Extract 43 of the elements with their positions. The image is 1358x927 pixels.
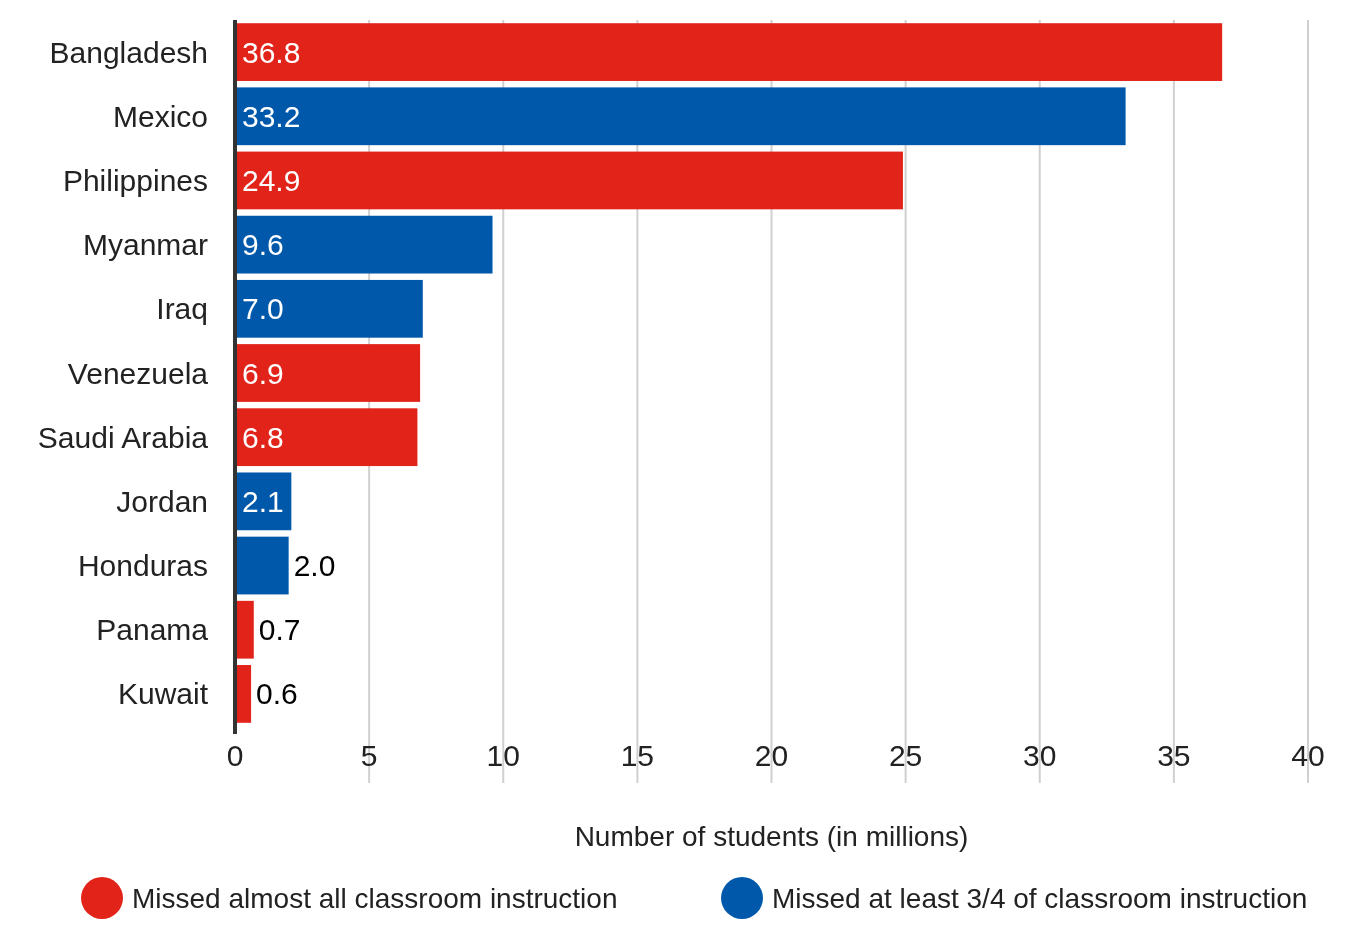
data-label: 9.6 — [242, 228, 284, 262]
data-label: 7.0 — [242, 292, 284, 326]
y-tick-label: Panama — [96, 613, 209, 647]
legend-label: Missed at least 3/4 of classroom instruction — [772, 882, 1308, 914]
x-tick-label: 5 — [360, 739, 378, 772]
y-tick-label: Bangladesh — [49, 35, 208, 69]
x-tick-label: 20 — [754, 739, 789, 772]
data-label: 6.8 — [242, 420, 284, 454]
data-label: 33.2 — [242, 99, 301, 133]
bar — [235, 215, 493, 274]
x-axis-title: Number of students (in millions) — [574, 821, 969, 852]
legend-label: Missed almost all classroom instruction — [132, 882, 618, 914]
bar — [235, 87, 1126, 146]
x-tick-label: 0 — [226, 739, 244, 772]
y-tick-label: Philippines — [62, 163, 208, 197]
y-tick-label: Kuwait — [117, 677, 209, 711]
data-label: 2.1 — [242, 484, 284, 518]
data-label: 6.9 — [242, 356, 284, 390]
x-tick-label: 40 — [1291, 739, 1325, 772]
bar — [235, 23, 1223, 81]
data-label: 36.8 — [242, 35, 301, 69]
data-label: 0.7 — [258, 613, 301, 647]
x-tick-label: 35 — [1157, 739, 1191, 772]
y-tick-label: Mexico — [112, 99, 208, 133]
data-label: 0.6 — [256, 677, 298, 711]
y-tick-label: Myanmar — [82, 228, 208, 262]
bar — [235, 151, 903, 210]
data-label: 24.9 — [242, 163, 301, 197]
y-tick-label: Jordan — [116, 484, 208, 518]
bar — [235, 344, 421, 402]
bar — [235, 536, 289, 595]
data-label: 2.0 — [293, 549, 336, 583]
y-tick-label: Saudi Arabia — [37, 420, 209, 454]
y-tick-label: Honduras — [77, 549, 208, 583]
bar — [235, 279, 423, 338]
x-tick-label: 10 — [486, 739, 520, 772]
y-tick-label: Iraq — [156, 292, 208, 326]
bar — [235, 408, 418, 467]
x-tick-label: 25 — [888, 739, 923, 772]
y-tick-label: Venezuela — [67, 356, 209, 390]
bar — [235, 600, 254, 659]
x-tick-label: 30 — [1023, 739, 1057, 772]
x-tick-label: 15 — [620, 739, 655, 772]
